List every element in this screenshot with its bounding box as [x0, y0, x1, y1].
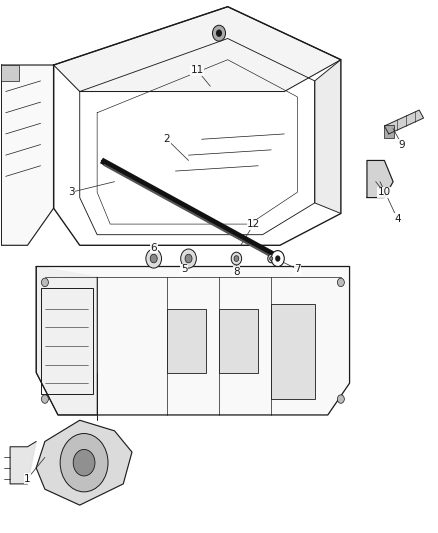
Polygon shape	[36, 420, 132, 505]
Text: 10: 10	[378, 187, 391, 197]
Text: 5: 5	[181, 264, 187, 274]
Circle shape	[270, 256, 273, 261]
Circle shape	[150, 254, 157, 263]
Text: 9: 9	[399, 140, 405, 150]
Circle shape	[275, 255, 280, 262]
Polygon shape	[53, 7, 341, 92]
Polygon shape	[36, 266, 350, 415]
Bar	[1, 65, 19, 81]
Circle shape	[234, 256, 239, 261]
Bar	[41, 288, 93, 394]
Circle shape	[231, 252, 242, 265]
Bar	[271, 304, 315, 399]
Text: 2: 2	[163, 134, 170, 144]
Polygon shape	[315, 60, 341, 214]
Circle shape	[216, 29, 222, 37]
Text: 4: 4	[394, 214, 401, 224]
Circle shape	[337, 395, 344, 403]
Circle shape	[185, 254, 192, 263]
Polygon shape	[385, 110, 424, 134]
Circle shape	[268, 254, 275, 263]
Polygon shape	[367, 160, 393, 198]
Circle shape	[181, 249, 196, 268]
Text: 6: 6	[150, 243, 157, 253]
Circle shape	[271, 251, 284, 266]
Bar	[219, 309, 258, 373]
Polygon shape	[1, 65, 53, 245]
Circle shape	[60, 433, 108, 492]
Polygon shape	[10, 441, 36, 484]
Bar	[385, 125, 394, 138]
Text: 8: 8	[233, 267, 240, 277]
Circle shape	[212, 25, 226, 41]
Text: 11: 11	[191, 66, 204, 75]
Text: 7: 7	[294, 264, 300, 274]
Text: 12: 12	[247, 219, 261, 229]
Circle shape	[42, 395, 48, 403]
Circle shape	[42, 278, 48, 287]
Text: 3: 3	[68, 187, 74, 197]
Circle shape	[73, 449, 95, 476]
Circle shape	[337, 278, 344, 287]
Text: 1: 1	[24, 474, 31, 483]
Bar	[167, 309, 206, 373]
Polygon shape	[36, 266, 97, 415]
Circle shape	[146, 249, 162, 268]
